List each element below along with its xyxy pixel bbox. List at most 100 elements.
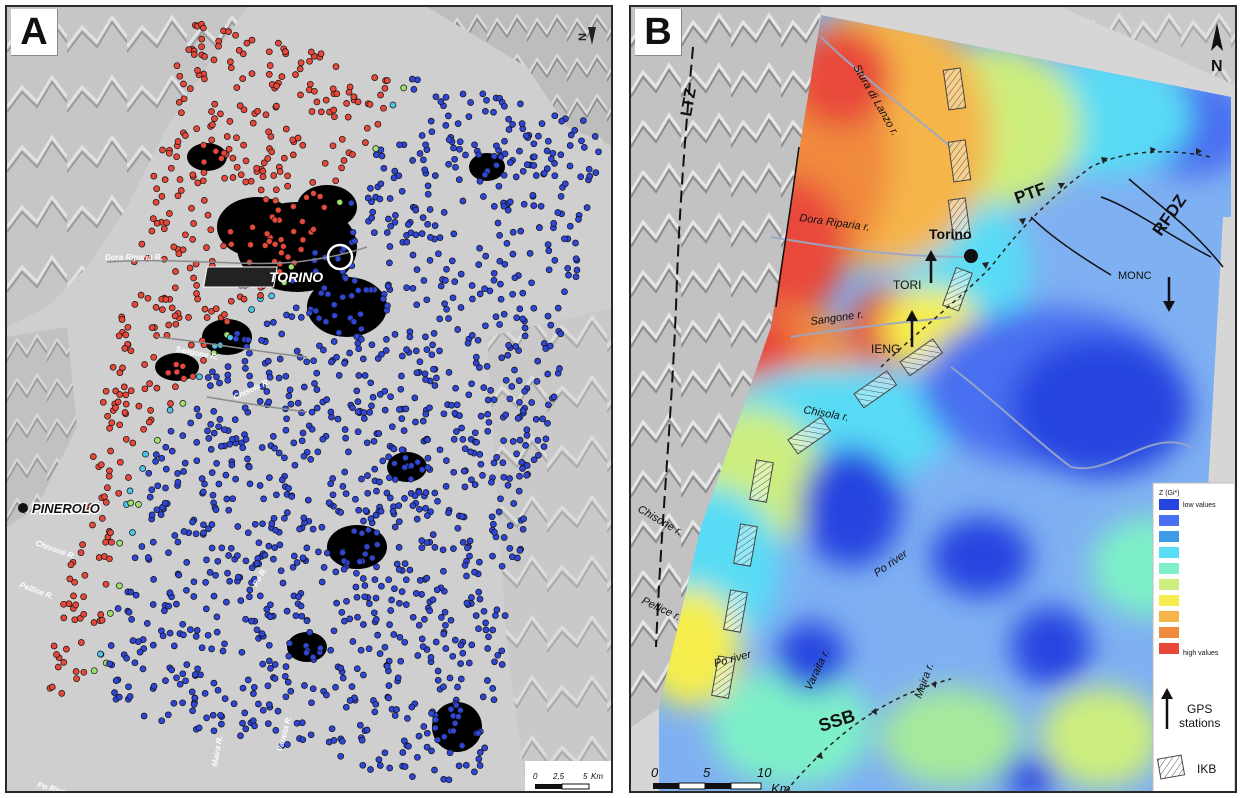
- ps-point: [475, 151, 483, 159]
- ps-point: [137, 291, 145, 299]
- ps-point: [285, 484, 292, 492]
- ps-point: [366, 409, 374, 416]
- ps-point: [482, 626, 490, 634]
- ps-point: [107, 529, 114, 536]
- ps-point: [450, 230, 458, 238]
- ps-point: [116, 391, 124, 398]
- ps-point: [217, 110, 224, 118]
- ps-point: [475, 755, 483, 763]
- ps-point: [551, 257, 559, 264]
- ps-point: [234, 552, 241, 559]
- ps-point: [355, 372, 363, 379]
- ps-point: [475, 261, 483, 268]
- ps-point: [172, 383, 179, 391]
- ps-point: [461, 445, 469, 453]
- legend-swatch: [1159, 611, 1179, 622]
- ps-point: [105, 472, 113, 480]
- ps-point: [239, 75, 247, 82]
- ps-point: [460, 467, 468, 475]
- ps-point: [432, 93, 440, 101]
- ps-point: [168, 447, 176, 455]
- ps-point: [398, 588, 406, 595]
- ps-point: [434, 667, 442, 675]
- ps-point: [407, 475, 415, 483]
- ps-point: [490, 269, 498, 277]
- ps-point: [268, 148, 276, 156]
- ps-point: [468, 594, 475, 601]
- ps-point: [441, 300, 448, 308]
- ps-point: [279, 579, 287, 587]
- ps-point: [200, 521, 207, 529]
- ps-point: [532, 172, 540, 179]
- ps-point: [223, 133, 231, 140]
- ps-point: [138, 543, 146, 550]
- ps-point: [246, 372, 253, 380]
- ps-point: [263, 605, 271, 613]
- ps-point: [248, 70, 256, 77]
- ps-point: [424, 454, 432, 462]
- ps-point: [310, 357, 317, 365]
- ps-point: [146, 380, 153, 387]
- ps-point: [207, 382, 214, 389]
- ps-point: [377, 507, 385, 515]
- ps-point: [121, 345, 129, 352]
- ps-point: [199, 177, 207, 185]
- ps-point: [284, 172, 291, 180]
- ps-point: [205, 435, 213, 442]
- ps-point: [402, 454, 409, 462]
- ps-point: [239, 684, 247, 692]
- ps-point: [376, 391, 384, 398]
- ps-point: [315, 314, 323, 322]
- ps-point: [284, 182, 291, 190]
- ps-point: [212, 147, 220, 155]
- ps-point: [554, 209, 562, 216]
- ps-point: [365, 645, 373, 653]
- ps-point: [175, 98, 183, 106]
- ps-point: [342, 703, 350, 711]
- ps-point: [122, 331, 130, 339]
- ps-point: [309, 525, 317, 533]
- ps-point: [330, 301, 338, 309]
- ps-point: [227, 228, 234, 236]
- ps-point: [384, 282, 392, 290]
- ps-point: [519, 525, 527, 533]
- ps-point: [509, 228, 517, 236]
- gps-arrows: [906, 250, 1175, 347]
- ps-point: [240, 141, 247, 149]
- ps-point: [163, 219, 170, 227]
- ps-point: [131, 554, 139, 562]
- ps-point: [445, 369, 453, 376]
- ps-point: [537, 202, 545, 210]
- ps-point: [493, 454, 501, 461]
- ps-point: [444, 112, 452, 120]
- ps-point: [139, 465, 147, 472]
- ps-point: [353, 593, 361, 601]
- ps-point: [282, 48, 289, 55]
- ps-point: [67, 561, 75, 569]
- ps-point: [370, 609, 378, 617]
- ps-point: [392, 212, 399, 219]
- ps-point: [385, 682, 393, 689]
- ps-point: [391, 712, 399, 719]
- ps-point: [556, 365, 563, 372]
- ps-point: [120, 383, 128, 391]
- ps-point: [578, 137, 585, 145]
- ps-point: [299, 141, 307, 149]
- ps-point: [498, 647, 506, 655]
- ps-point: [489, 552, 496, 560]
- ps-point: [333, 599, 340, 607]
- ps-point: [382, 347, 390, 354]
- ps-point: [363, 439, 371, 447]
- ps-point: [238, 648, 246, 656]
- ps-point: [248, 617, 255, 625]
- scale-a-tick-2: 5: [583, 772, 588, 781]
- ps-point: [387, 393, 394, 401]
- ps-point: [213, 613, 221, 621]
- ps-point: [492, 612, 499, 619]
- ps-point: [165, 321, 173, 329]
- ps-point: [428, 128, 436, 136]
- ps-point: [174, 478, 182, 486]
- ps-point: [209, 121, 216, 129]
- ps-point: [289, 151, 297, 159]
- ps-point: [237, 597, 245, 604]
